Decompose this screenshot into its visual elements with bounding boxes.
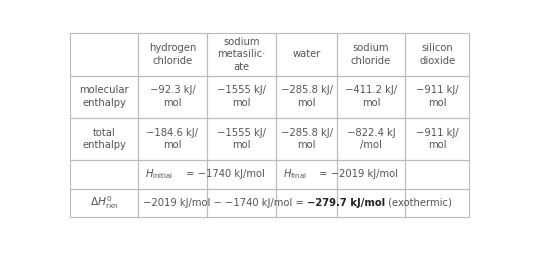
Bar — [337, 118, 405, 160]
Bar — [276, 160, 337, 189]
Text: total
enthalpy: total enthalpy — [83, 128, 126, 150]
Bar — [70, 33, 138, 76]
Text: −184.6 kJ/
mol: −184.6 kJ/ mol — [147, 128, 199, 150]
Text: hydrogen
chloride: hydrogen chloride — [149, 43, 196, 66]
Bar — [206, 189, 276, 217]
Bar — [405, 33, 469, 76]
Bar — [276, 76, 337, 118]
Bar — [70, 118, 138, 160]
Text: $\Delta H^0_\mathrm{rxn}$: $\Delta H^0_\mathrm{rxn}$ — [90, 195, 119, 211]
Bar — [276, 189, 337, 217]
Bar — [70, 76, 138, 118]
Text: −2019 kJ/mol − −1740 kJ/mol =: −2019 kJ/mol − −1740 kJ/mol = — [143, 198, 307, 208]
Bar — [70, 160, 138, 189]
Text: −911 kJ/
mol: −911 kJ/ mol — [416, 128, 458, 150]
Bar — [405, 118, 469, 160]
Text: −285.8 kJ/
mol: −285.8 kJ/ mol — [281, 128, 332, 150]
Text: −285.8 kJ/
mol: −285.8 kJ/ mol — [281, 86, 332, 108]
Bar — [206, 160, 276, 189]
Text: (exothermic): (exothermic) — [385, 198, 452, 208]
Bar — [138, 76, 206, 118]
Text: −822.4 kJ
/mol: −822.4 kJ /mol — [346, 128, 395, 150]
Bar — [337, 76, 405, 118]
Text: −1555 kJ/
mol: −1555 kJ/ mol — [217, 128, 266, 150]
Bar — [138, 118, 206, 160]
Bar — [337, 160, 405, 189]
Text: sodium
chloride: sodium chloride — [351, 43, 391, 66]
Bar — [138, 160, 206, 189]
Text: silicon
dioxide: silicon dioxide — [419, 43, 455, 66]
Text: $H_\mathrm{final}$: $H_\mathrm{final}$ — [282, 168, 306, 181]
Text: −92.3 kJ/
mol: −92.3 kJ/ mol — [150, 86, 195, 108]
Bar — [276, 118, 337, 160]
Text: −411.2 kJ/
mol: −411.2 kJ/ mol — [345, 86, 397, 108]
Text: sodium
metasilic·
ate: sodium metasilic· ate — [217, 37, 266, 72]
Text: water: water — [292, 49, 321, 59]
Bar — [206, 118, 276, 160]
Bar — [206, 33, 276, 76]
Bar — [206, 76, 276, 118]
Text: −279.7 kJ/mol: −279.7 kJ/mol — [307, 198, 385, 208]
Text: −1555 kJ/
mol: −1555 kJ/ mol — [217, 86, 266, 108]
Bar — [138, 189, 206, 217]
Bar — [276, 33, 337, 76]
Text: −911 kJ/
mol: −911 kJ/ mol — [416, 86, 458, 108]
Bar — [337, 189, 405, 217]
Bar — [405, 160, 469, 189]
Text: molecular
enthalpy: molecular enthalpy — [79, 86, 129, 108]
Text: $H_\mathrm{initial}$: $H_\mathrm{initial}$ — [144, 168, 173, 181]
Bar — [70, 189, 138, 217]
Bar — [405, 76, 469, 118]
Bar — [138, 33, 206, 76]
Bar — [405, 189, 469, 217]
Text: = −1740 kJ/mol: = −1740 kJ/mol — [184, 169, 265, 179]
Bar — [337, 33, 405, 76]
Text: = −2019 kJ/mol: = −2019 kJ/mol — [316, 169, 398, 179]
